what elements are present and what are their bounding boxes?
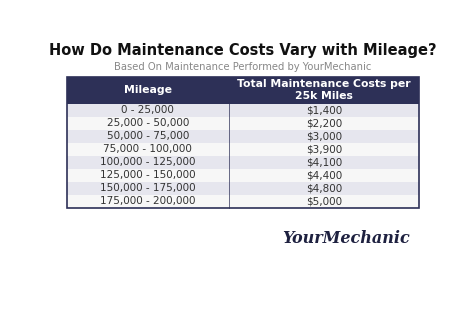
Text: $4,800: $4,800	[306, 184, 342, 193]
Text: YourMechanic: YourMechanic	[282, 230, 410, 247]
Text: $3,900: $3,900	[306, 144, 342, 154]
FancyBboxPatch shape	[66, 117, 419, 130]
Text: 0 - 25,000: 0 - 25,000	[121, 105, 174, 115]
Text: Total Maintenance Costs per
25k Miles: Total Maintenance Costs per 25k Miles	[237, 79, 411, 101]
Text: How Do Maintenance Costs Vary with Mileage?: How Do Maintenance Costs Vary with Milea…	[49, 43, 437, 58]
Text: $5,000: $5,000	[306, 196, 342, 206]
Text: 100,000 - 125,000: 100,000 - 125,000	[100, 157, 195, 167]
Text: Based On Maintenance Performed by YourMechanic: Based On Maintenance Performed by YourMe…	[114, 62, 372, 72]
Text: 150,000 - 175,000: 150,000 - 175,000	[100, 184, 195, 193]
Text: $3,000: $3,000	[306, 131, 342, 141]
FancyBboxPatch shape	[66, 130, 419, 143]
Text: 50,000 - 75,000: 50,000 - 75,000	[107, 131, 189, 141]
FancyBboxPatch shape	[66, 195, 419, 208]
FancyBboxPatch shape	[66, 156, 419, 169]
FancyBboxPatch shape	[66, 104, 419, 117]
FancyBboxPatch shape	[66, 182, 419, 195]
Text: 125,000 - 150,000: 125,000 - 150,000	[100, 170, 195, 180]
Text: 175,000 - 200,000: 175,000 - 200,000	[100, 196, 195, 206]
Text: $2,200: $2,200	[306, 118, 342, 128]
Text: $4,400: $4,400	[306, 170, 342, 180]
FancyBboxPatch shape	[66, 77, 419, 104]
Text: 25,000 - 50,000: 25,000 - 50,000	[107, 118, 189, 128]
Text: 75,000 - 100,000: 75,000 - 100,000	[103, 144, 192, 154]
Text: $1,400: $1,400	[306, 105, 342, 115]
FancyBboxPatch shape	[66, 143, 419, 156]
FancyBboxPatch shape	[66, 169, 419, 182]
Text: Mileage: Mileage	[124, 85, 172, 95]
Text: $4,100: $4,100	[306, 157, 342, 167]
